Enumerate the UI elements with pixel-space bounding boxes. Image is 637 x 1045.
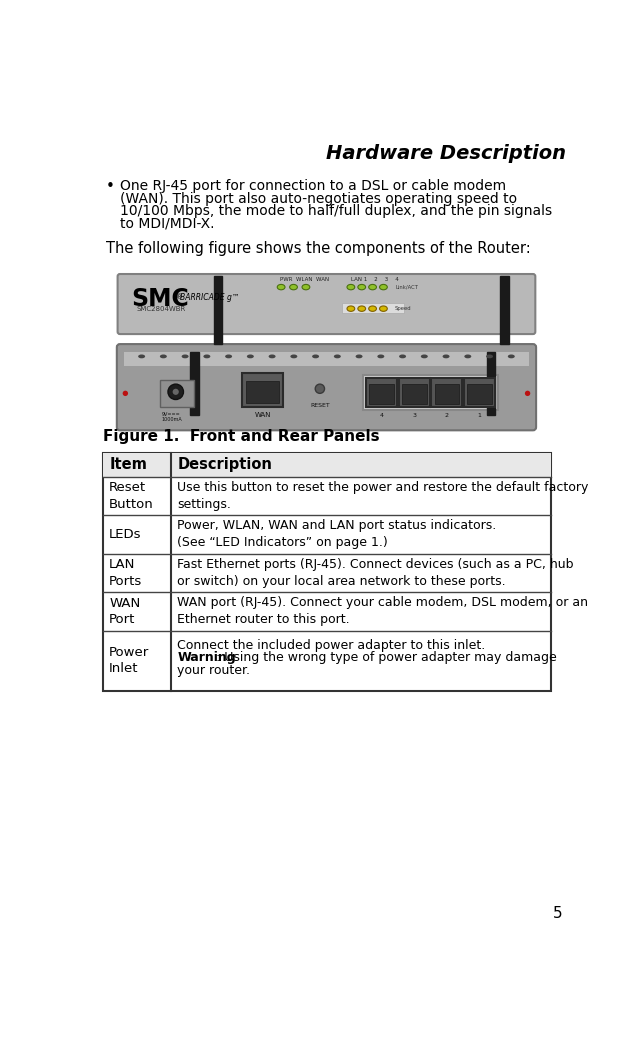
Ellipse shape [138,354,145,358]
Ellipse shape [358,306,366,311]
Ellipse shape [247,354,254,358]
Circle shape [173,389,179,395]
Text: Hardware Description: Hardware Description [326,144,566,163]
Ellipse shape [508,354,515,358]
Text: Link/ACT: Link/ACT [395,284,418,289]
Bar [464,378,495,408]
Text: to MDI/MDI-X.: to MDI/MDI-X. [120,216,215,230]
Text: ®: ® [176,294,183,300]
Text: Speed: Speed [395,306,412,311]
Ellipse shape [369,306,376,311]
Circle shape [168,385,183,399]
Text: 1: 1 [478,413,482,418]
Text: 1000mA: 1000mA [162,417,183,422]
Text: BARRICADE g™: BARRICADE g™ [180,294,240,302]
Ellipse shape [269,354,276,358]
Ellipse shape [486,354,493,358]
Ellipse shape [399,354,406,358]
Bar [501,276,509,344]
Text: Use this button to reset the power and restore the default factory
settings.: Use this button to reset the power and r… [177,481,589,511]
Bar [103,454,551,691]
Ellipse shape [380,306,387,311]
Bar [369,385,394,404]
FancyBboxPatch shape [117,344,536,431]
Text: 9V===: 9V=== [162,412,180,417]
Text: LEDs: LEDs [109,528,141,540]
Circle shape [525,391,530,396]
Text: Fast Ethernet ports (RJ-45). Connect devices (such as a PC, hub
or switch) on yo: Fast Ethernet ports (RJ-45). Connect dev… [177,558,574,587]
Bar [190,352,199,415]
Bar [161,379,194,408]
Text: Reset
Button: Reset Button [109,481,154,511]
Text: Warning: Warning [177,651,236,665]
Bar [434,385,459,404]
Text: your router.: your router. [177,664,250,676]
Bar [431,378,462,408]
Text: WAN port (RJ-45). Connect your cable modem, DSL modem, or an
Ethernet router to : WAN port (RJ-45). Connect your cable mod… [177,597,589,626]
Bar [213,276,222,344]
Ellipse shape [380,284,387,289]
Text: 3: 3 [412,413,417,418]
Text: The following figure shows the components of the Router:: The following figure shows the component… [106,241,531,256]
Text: •: • [106,180,115,194]
Text: WAN: WAN [254,412,271,418]
Text: SMC: SMC [131,287,189,311]
Text: Connect the included power adapter to this inlet.: Connect the included power adapter to th… [177,638,485,652]
Ellipse shape [290,354,297,358]
Ellipse shape [377,354,384,358]
Bar [124,352,529,366]
Bar [402,385,427,404]
Bar [363,375,498,411]
Circle shape [123,391,128,396]
Text: Figure 1.  Front and Rear Panels: Figure 1. Front and Rear Panels [103,428,380,444]
Ellipse shape [225,354,232,358]
Circle shape [315,385,324,393]
Bar [366,378,397,408]
Ellipse shape [347,306,355,311]
Ellipse shape [203,354,210,358]
Ellipse shape [302,284,310,289]
Ellipse shape [464,354,471,358]
Text: 5: 5 [553,906,562,922]
Ellipse shape [182,354,189,358]
Bar [342,302,404,312]
Ellipse shape [347,284,355,289]
Text: (WAN). This port also auto-negotiates operating speed to: (WAN). This port also auto-negotiates op… [120,191,517,206]
Ellipse shape [443,354,450,358]
Bar [467,385,492,404]
Text: LAN
Ports: LAN Ports [109,558,142,587]
Ellipse shape [355,354,362,358]
Ellipse shape [358,284,366,289]
Text: PWR  WLAN  WAN: PWR WLAN WAN [280,277,329,282]
Text: Power
Inlet: Power Inlet [109,646,149,675]
Text: One RJ-45 port for connection to a DSL or cable modem: One RJ-45 port for connection to a DSL o… [120,180,506,193]
Text: RESET: RESET [310,402,330,408]
Text: Description: Description [178,458,273,472]
Bar [103,454,551,477]
FancyBboxPatch shape [118,274,535,334]
Text: 4: 4 [380,413,384,418]
Bar [242,373,283,408]
Text: WAN
Port: WAN Port [109,597,140,626]
Text: : Using the wrong type of power adapter may damage: : Using the wrong type of power adapter … [216,651,557,665]
Text: LAN 1    2    3    4: LAN 1 2 3 4 [351,277,399,282]
Bar [487,352,495,415]
Bar [247,381,279,402]
Text: 10/100 Mbps, the mode to half/full duplex, and the pin signals: 10/100 Mbps, the mode to half/full duple… [120,204,552,218]
Text: Item: Item [110,458,148,472]
Ellipse shape [312,354,319,358]
Ellipse shape [277,284,285,289]
Bar [399,378,430,408]
Text: 2: 2 [445,413,449,418]
Text: SMC2804WBR: SMC2804WBR [137,306,186,312]
Ellipse shape [421,354,428,358]
Ellipse shape [160,354,167,358]
Ellipse shape [369,284,376,289]
Text: Power, WLAN, WAN and LAN port status indicators.
(See “LED Indicators” on page 1: Power, WLAN, WAN and LAN port status ind… [177,519,496,550]
Ellipse shape [290,284,297,289]
Ellipse shape [334,354,341,358]
